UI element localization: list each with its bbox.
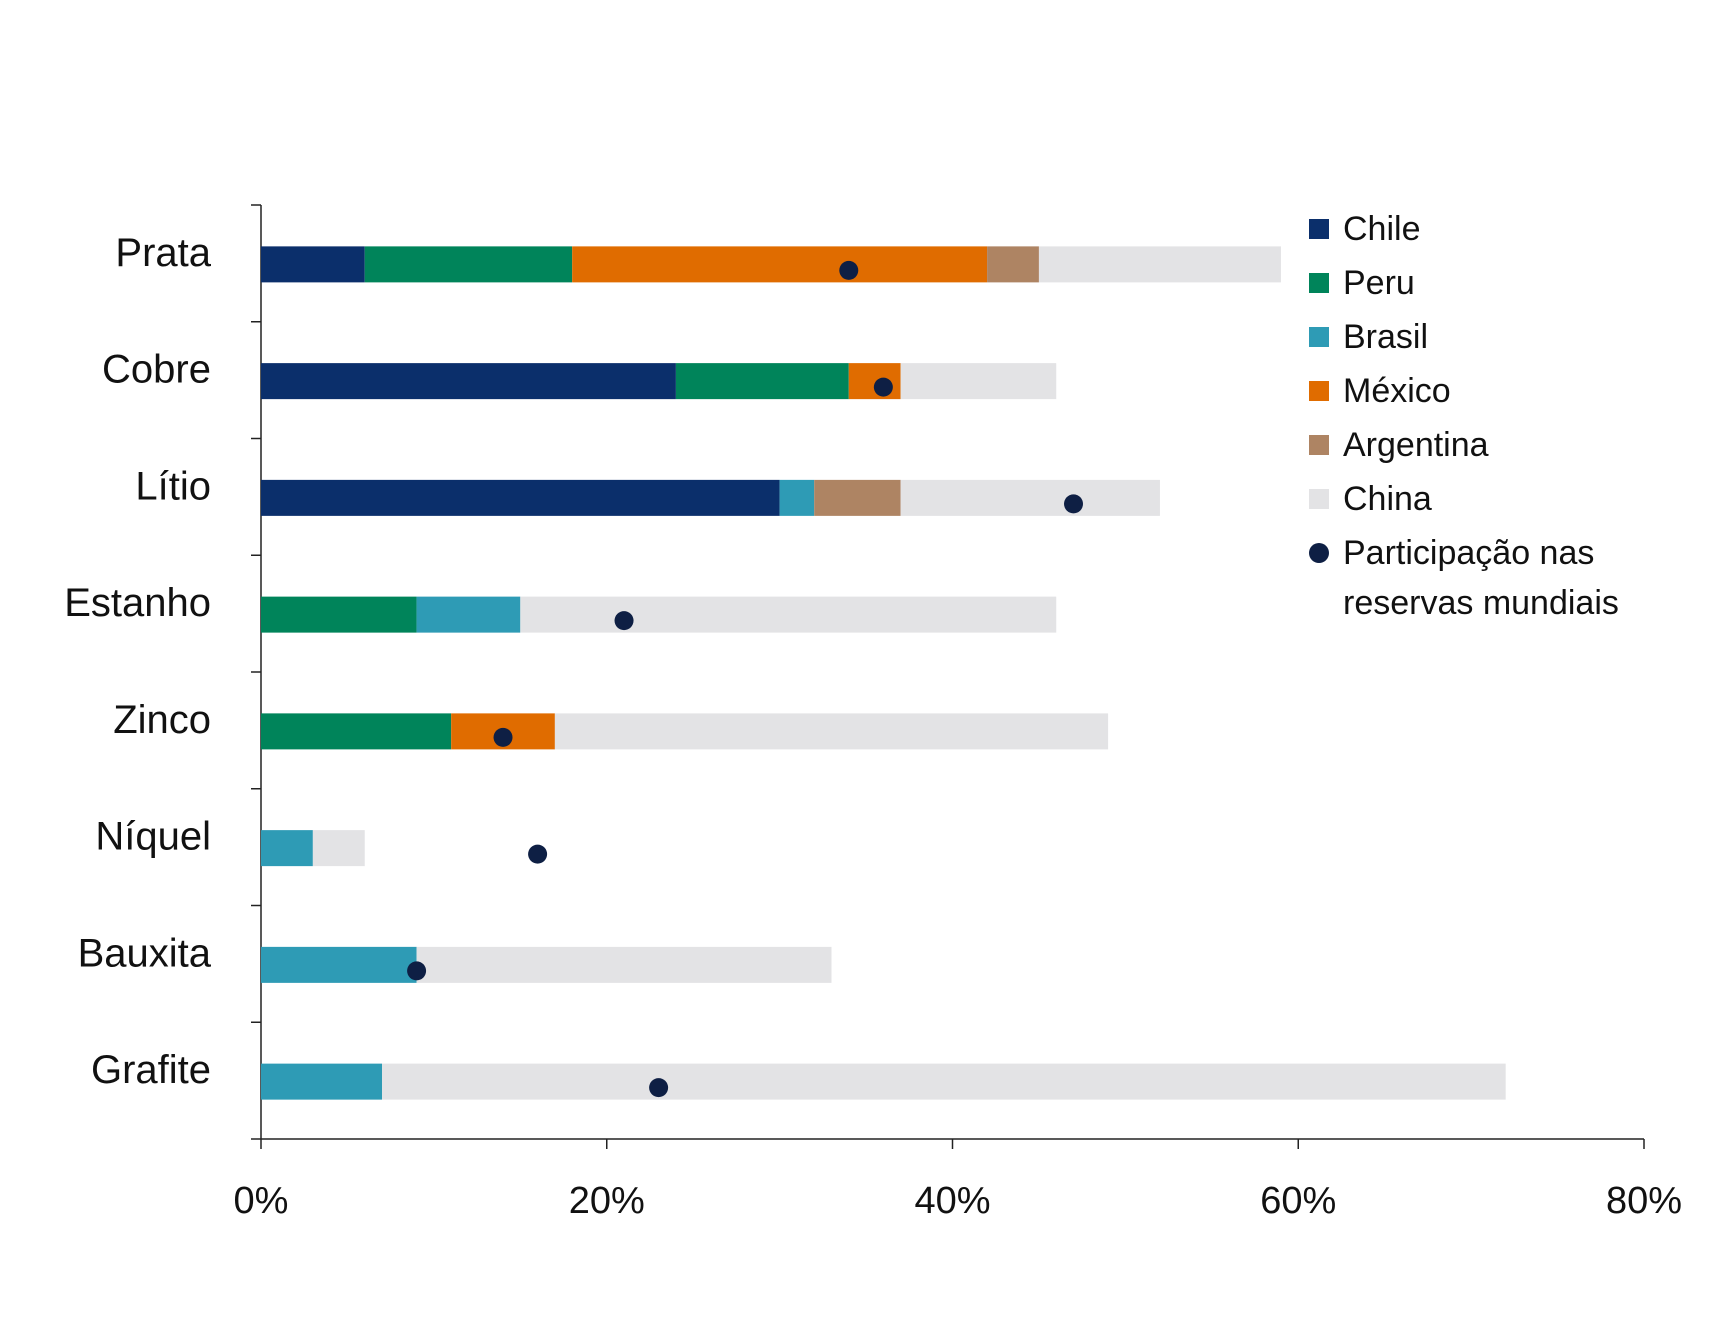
legend-swatch: [1309, 381, 1329, 401]
bar-segment: [814, 479, 901, 516]
bar-segment: [261, 830, 313, 867]
legend-label: Participação nas reservas mundiais: [1343, 534, 1619, 622]
bar-segment: [261, 946, 417, 983]
bar-segment: [900, 363, 1057, 400]
legend-label: México: [1343, 372, 1451, 410]
legend-label: Brasil: [1343, 318, 1429, 356]
legend-item: Peru: [1305, 261, 1643, 308]
legend-item: Participação nas reservas mundiais: [1305, 531, 1643, 628]
bar-segment: [416, 946, 832, 983]
x-tick-label: 60%: [1260, 1180, 1336, 1222]
reserve-dot: [614, 611, 634, 631]
bar-segment: [261, 596, 417, 633]
bar-segment: [520, 596, 1057, 633]
reserve-dot: [839, 260, 859, 280]
category-label: Lítio: [135, 464, 211, 508]
bar-segment: [987, 246, 1039, 283]
reserve-dot: [649, 1078, 669, 1098]
legend-item: Argentina: [1305, 423, 1643, 470]
category-label: Grafite: [91, 1048, 211, 1092]
legend: Chile Peru Brasil México Argentina China Parti…: [1305, 207, 1643, 635]
legend-item: China: [1305, 477, 1643, 524]
reserve-dot: [1064, 494, 1084, 514]
legend-swatch: [1309, 219, 1329, 239]
bar-segment: [261, 1063, 383, 1100]
legend-swatch: [1309, 327, 1329, 347]
x-tick-label: 40%: [914, 1180, 990, 1222]
category-label: Estanho: [64, 581, 211, 625]
bar-segment: [364, 246, 573, 283]
bar-segment: [382, 1063, 1506, 1100]
legend-item: Brasil: [1305, 315, 1643, 362]
bar-segment: [261, 713, 452, 750]
bar-segment: [261, 479, 780, 516]
bar-segment: [312, 830, 365, 867]
legend-label: China: [1343, 480, 1432, 518]
reserve-dot: [407, 961, 427, 981]
category-label: Bauxita: [78, 931, 212, 975]
reserve-dot: [873, 377, 893, 397]
category-label: Zinco: [113, 698, 211, 742]
bar-segment: [261, 246, 365, 283]
legend-label: Argentina: [1343, 426, 1489, 464]
legend-label: Peru: [1343, 264, 1415, 302]
bar-segment: [554, 713, 1109, 750]
bar-segment: [416, 596, 521, 633]
legend-swatch: [1309, 489, 1329, 509]
category-label: Níquel: [95, 815, 211, 859]
legend-item: Chile: [1305, 207, 1643, 254]
reserve-dot: [493, 727, 513, 747]
category-label: Cobre: [102, 348, 211, 392]
bar-segment: [261, 363, 676, 400]
bar-segment: [675, 363, 849, 400]
legend-item: México: [1305, 369, 1643, 416]
bar-segment: [1038, 246, 1281, 283]
x-tick-label: 20%: [569, 1180, 645, 1222]
bar-segment: [848, 363, 901, 400]
legend-swatch: [1309, 435, 1329, 455]
legend-swatch: [1309, 543, 1329, 563]
bar-segment: [779, 479, 815, 516]
bar-segment: [900, 479, 1160, 516]
reserve-dot: [528, 844, 548, 864]
category-label: Prata: [115, 231, 211, 275]
legend-swatch: [1309, 273, 1329, 293]
x-tick-label: 80%: [1606, 1180, 1682, 1222]
x-tick-label: 0%: [234, 1180, 289, 1222]
legend-label: Chile: [1343, 210, 1421, 248]
bar-segment: [572, 246, 988, 283]
